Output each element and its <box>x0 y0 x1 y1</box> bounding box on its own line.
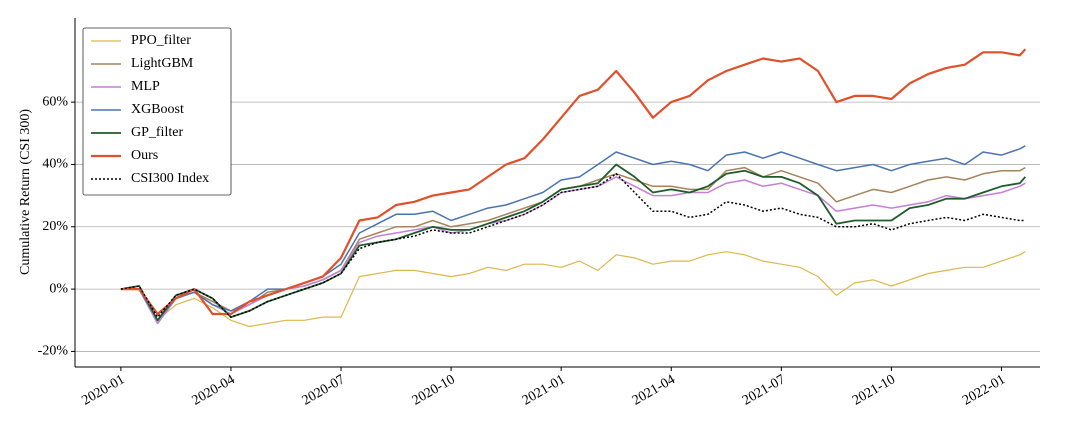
x-tick-label: 2020-04 <box>190 372 238 408</box>
y-tick-label: 20% <box>42 219 68 234</box>
y-tick-label: 60% <box>42 94 68 109</box>
legend: PPO_filter LightGBM MLP XGBoost GP_filter Our… <box>82 27 232 196</box>
legend-label: XGBoost <box>131 102 184 117</box>
y-axis-label: Cumulative Return (CSI 300) <box>18 109 33 275</box>
x-tick-label: 2020-01 <box>80 372 128 408</box>
legend-label: PPO_filter <box>131 33 191 48</box>
x-tick-label: 2020-07 <box>300 372 348 408</box>
series-line <box>120 173 1026 318</box>
x-tick-label: 2021-07 <box>740 372 788 408</box>
series-line <box>120 251 1026 328</box>
x-tick-label: 2021-01 <box>520 372 568 408</box>
x-tick-label: 2021-10 <box>850 372 898 408</box>
series-line <box>120 163 1026 322</box>
y-tick-label: -20% <box>38 344 69 359</box>
legend-label: LightGBM <box>131 56 194 71</box>
series-line <box>120 176 1026 325</box>
legend-box <box>82 27 232 196</box>
legend-label: MLP <box>131 79 160 94</box>
legend-label: Ours <box>131 148 158 163</box>
x-tick-label: 2022-01 <box>960 372 1008 408</box>
series-line <box>120 145 1026 322</box>
legend-label: GP_filter <box>131 125 183 140</box>
legend-label: CSI300 Index <box>131 171 209 186</box>
y-tick-label: 40% <box>42 157 68 172</box>
x-tick-label: 2021-04 <box>630 372 678 408</box>
x-tick-label: 2020-10 <box>410 372 458 408</box>
series-line <box>120 48 1027 316</box>
y-tick-label: 0% <box>49 281 68 296</box>
